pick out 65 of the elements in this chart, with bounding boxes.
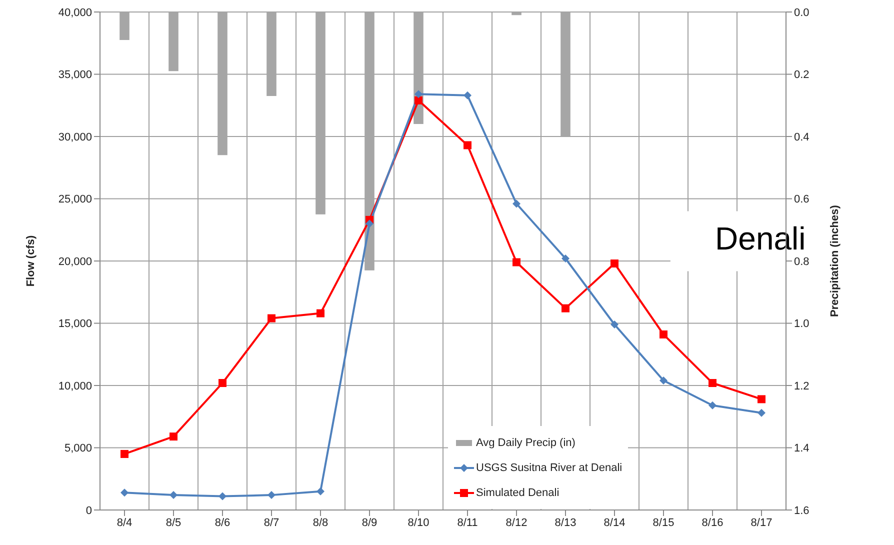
point: [268, 314, 276, 322]
point: [610, 259, 618, 268]
point: [464, 141, 472, 150]
x-tick-label: 8/13: [554, 516, 576, 529]
y-tick-label: 15,000: [58, 318, 92, 330]
point: [218, 379, 226, 388]
y-tick-label: 35,000: [58, 69, 92, 82]
x-tick-label: 8/12: [506, 516, 528, 529]
point: [316, 309, 324, 318]
y2-tick-label: 1.2: [794, 380, 810, 392]
x-tick-label: 8/14: [604, 516, 626, 529]
y-tick-label: 10,000: [58, 380, 92, 392]
point: [708, 379, 716, 388]
legend-label: USGS Susitna River at Denali: [476, 462, 622, 474]
y-tick-label: 30,000: [58, 131, 92, 144]
y2-tick-label: 1.4: [794, 442, 810, 455]
point: [414, 90, 422, 98]
y-tick-label: 40,000: [58, 6, 92, 19]
x-tick-label: 8/4: [116, 516, 132, 529]
x-tick-label: 8/8: [312, 516, 328, 529]
point: [170, 491, 178, 500]
point: [708, 401, 716, 410]
point: [660, 376, 668, 385]
point: [512, 200, 520, 208]
y2-tick-label: 0.0: [794, 6, 810, 19]
point: [170, 432, 178, 441]
point: [512, 258, 520, 266]
y2-tick-label: 1.0: [794, 318, 810, 330]
annotation: Denali: [715, 220, 806, 257]
x-tick-label: 8/7: [264, 516, 280, 529]
y2-axis-title: Precipitation (inches): [828, 204, 841, 317]
x-tick-label: 8/6: [214, 516, 230, 529]
point: [610, 320, 618, 328]
point: [562, 254, 570, 263]
y-tick-label: 0: [86, 504, 92, 517]
point: [120, 488, 128, 497]
y2-tick-label: 0.8: [794, 256, 810, 268]
point: [758, 408, 766, 417]
y2-tick-label: 0.4: [794, 131, 810, 144]
legend-label: Avg Daily Precip (in): [476, 436, 576, 448]
x-tick-label: 8/5: [166, 516, 182, 529]
y2-tick-label: 1.6: [794, 504, 810, 517]
y2-tick-label: 0.6: [794, 194, 810, 206]
point: [120, 450, 128, 458]
legend-label: Simulated Denali: [476, 486, 560, 498]
y2-tick-label: 0.2: [794, 69, 810, 82]
point: [316, 487, 324, 496]
point: [414, 96, 422, 104]
x-tick-label: 8/16: [702, 516, 724, 529]
point: [758, 395, 766, 404]
x-tick-label: 8/17: [750, 516, 772, 529]
y-tick-label: 5,000: [64, 442, 92, 455]
point: [218, 492, 226, 500]
point: [562, 304, 570, 312]
point: [366, 220, 374, 228]
y-axis-title: Flow (cfs): [24, 235, 37, 287]
point: [268, 491, 276, 500]
x-tick-label: 8/11: [457, 516, 478, 529]
x-tick-label: 8/9: [362, 516, 378, 529]
x-tick-label: 8/15: [652, 516, 674, 529]
point: [464, 91, 472, 100]
y-tick-label: 25,000: [58, 194, 92, 206]
y-tick-label: 20,000: [58, 256, 92, 268]
x-tick-label: 8/10: [408, 516, 430, 529]
point: [660, 330, 668, 338]
